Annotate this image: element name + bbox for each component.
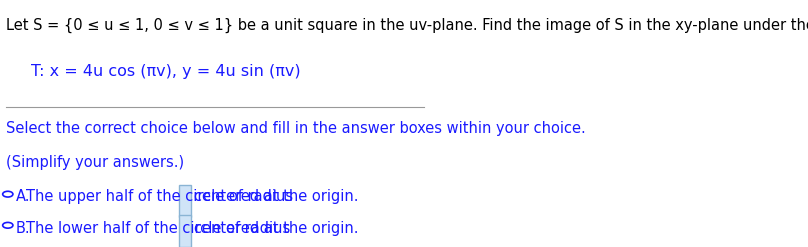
Text: The upper half of the circle of radius: The upper half of the circle of radius (26, 189, 292, 204)
Text: B.: B. (16, 221, 31, 235)
Text: A.: A. (16, 189, 31, 204)
Text: Let S = {0 ≤ u ≤ 1, 0 ≤ v ≤ 1} be a unit square in the uv-plane. Find the image : Let S = {0 ≤ u ≤ 1, 0 ≤ v ≤ 1} be a unit… (6, 18, 808, 33)
Text: The lower half of the circle of radius: The lower half of the circle of radius (26, 221, 290, 235)
Text: Select the correct choice below and fill in the answer boxes within your choice.: Select the correct choice below and fill… (6, 121, 586, 136)
FancyBboxPatch shape (179, 214, 191, 247)
Text: centered at the origin.: centered at the origin. (194, 221, 359, 235)
FancyBboxPatch shape (179, 185, 191, 217)
Text: centered at the origin.: centered at the origin. (194, 189, 359, 204)
Text: (Simplify your answers.): (Simplify your answers.) (6, 155, 183, 170)
Text: T: x = 4u cos (πv), y = 4u sin (πv): T: x = 4u cos (πv), y = 4u sin (πv) (32, 64, 301, 79)
